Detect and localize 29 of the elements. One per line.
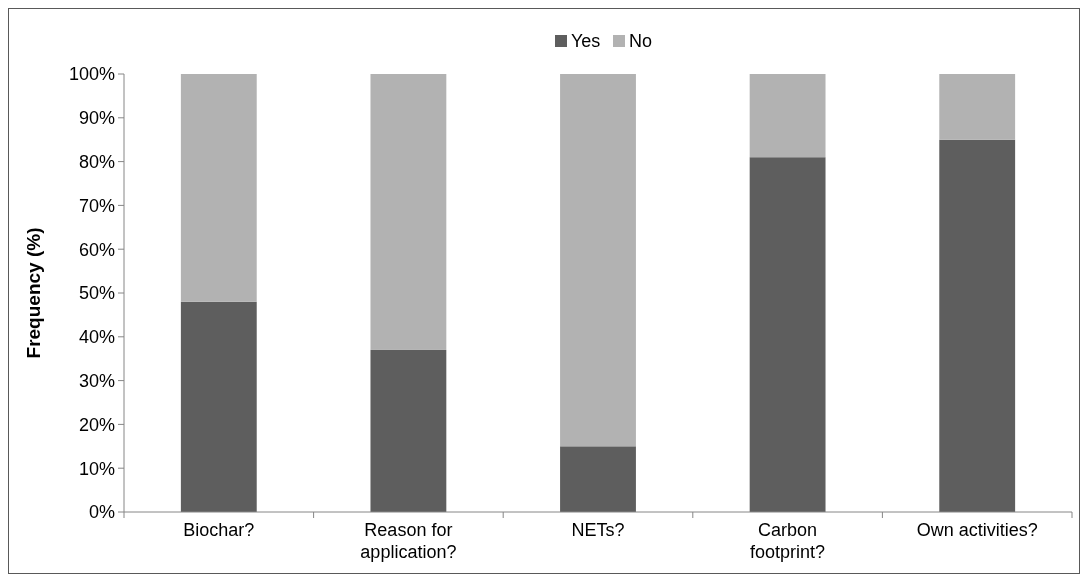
bar xyxy=(180,74,257,302)
bar xyxy=(560,74,636,447)
bar xyxy=(370,349,447,512)
bar xyxy=(939,74,1016,140)
x-tick-label: Own activities? xyxy=(916,520,1038,540)
y-tick-label: 80% xyxy=(78,151,115,172)
bar xyxy=(370,74,447,350)
bar xyxy=(749,74,826,158)
y-tick-label: 100% xyxy=(68,64,115,85)
x-tick-label: Carbon footprint? xyxy=(750,520,826,562)
y-tick-label: 10% xyxy=(78,458,115,479)
bar xyxy=(749,157,826,512)
y-tick-label: 70% xyxy=(78,195,115,216)
legend-label: Yes xyxy=(571,31,601,52)
x-tick-label: Biochar? xyxy=(183,520,255,540)
y-axis-title: Frequency (%) xyxy=(23,227,44,359)
y-tick-label: 60% xyxy=(78,239,115,260)
bar xyxy=(560,446,636,512)
y-tick-label: 0% xyxy=(88,502,115,523)
x-tick-label: NETs? xyxy=(571,520,625,540)
x-tick-label: Reason for application? xyxy=(360,520,457,562)
y-tick-label: 90% xyxy=(78,108,115,129)
bar xyxy=(180,301,257,512)
y-tick-label: 30% xyxy=(78,370,115,391)
legend-label: No xyxy=(629,31,653,52)
bar xyxy=(939,139,1016,512)
y-tick-label: 20% xyxy=(78,414,115,435)
y-tick-label: 40% xyxy=(78,327,115,348)
y-tick-label: 50% xyxy=(78,283,115,304)
